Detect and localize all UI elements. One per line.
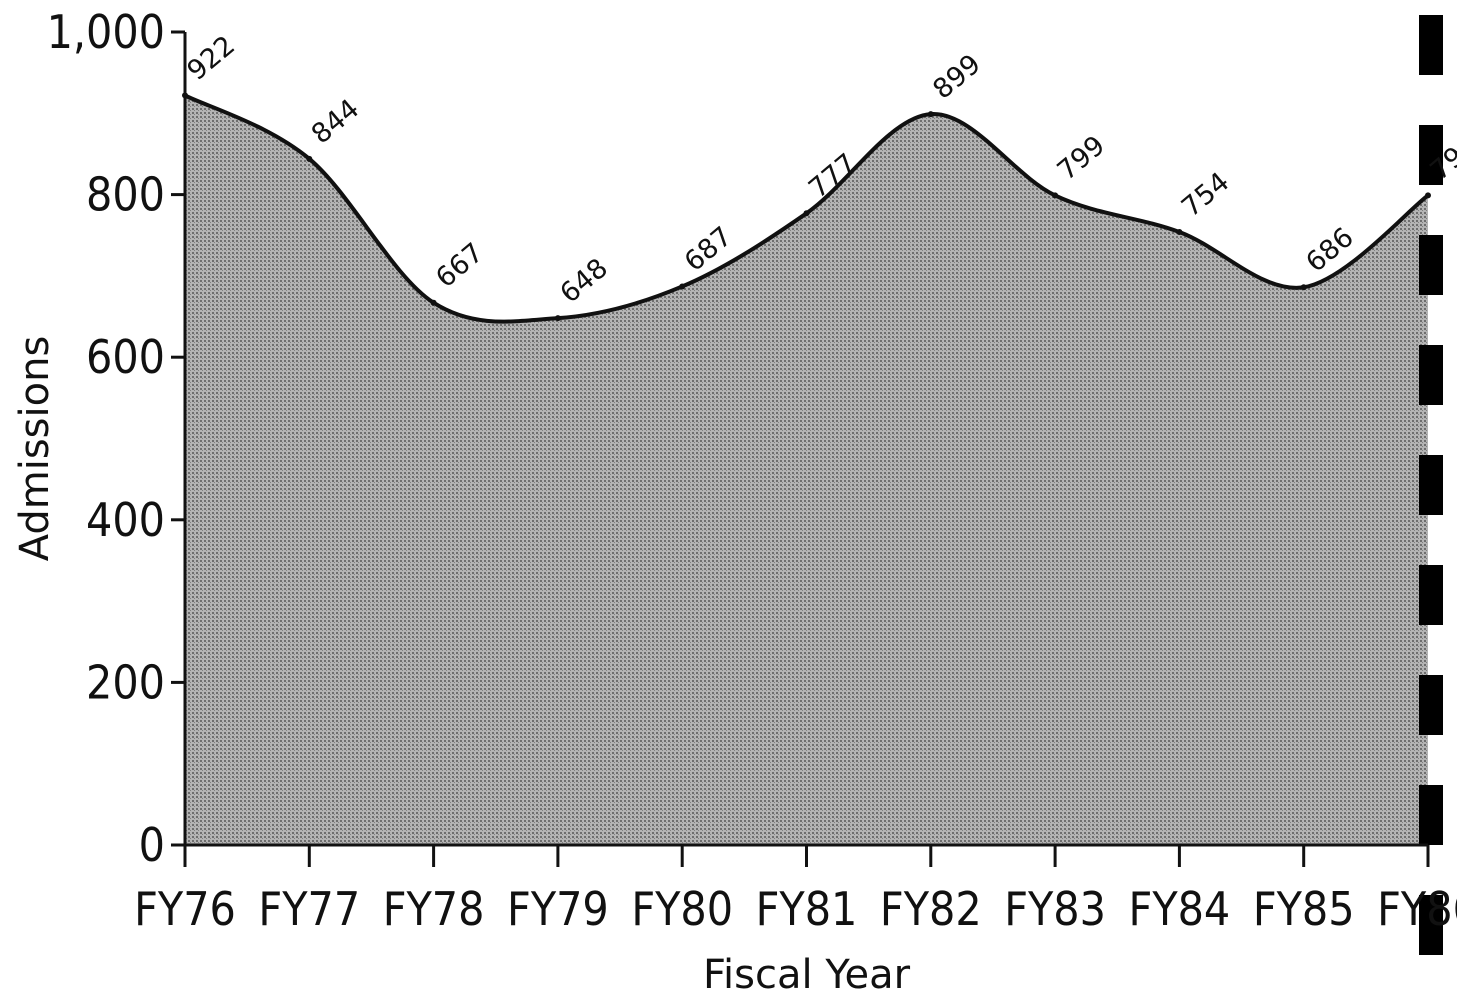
x-tick-label: FY76: [134, 882, 236, 936]
data-label: 648: [554, 253, 613, 310]
edge-mark: [1419, 15, 1443, 75]
y-tick-label: 800: [86, 168, 165, 222]
x-tick-label: FY78: [383, 882, 485, 936]
y-tick-label: 600: [86, 330, 165, 384]
edge-mark: [1419, 675, 1443, 735]
data-label: 667: [430, 237, 489, 294]
data-point-fy80: [679, 283, 686, 290]
x-tick-label: FY84: [1129, 882, 1231, 936]
data-point-fy82: [927, 111, 934, 118]
data-label: 799: [1052, 130, 1111, 187]
x-tick-label: FY85: [1253, 882, 1355, 936]
edge-mark: [1419, 345, 1443, 405]
data-point-fy83: [1052, 192, 1059, 199]
y-tick-label: 1,000: [47, 5, 165, 59]
x-tick-label: FY80: [631, 882, 733, 936]
x-axis-title: Fiscal Year: [703, 952, 911, 998]
data-point-fy81: [803, 210, 810, 217]
y-tick-label: 200: [86, 655, 165, 709]
edge-mark: [1419, 455, 1443, 515]
area-fill: [185, 95, 1428, 845]
edge-mark: [1419, 565, 1443, 625]
data-point-fy84: [1176, 228, 1183, 235]
x-tick-label: FY81: [756, 882, 858, 936]
x-tick-label: FY79: [507, 882, 609, 936]
data-label: 922: [182, 30, 241, 87]
data-point-fy78: [430, 299, 437, 306]
edge-mark: [1419, 785, 1443, 845]
y-tick-label: 0: [139, 818, 165, 872]
data-label: 844: [306, 93, 365, 150]
x-tick-label: FY86: [1377, 882, 1457, 936]
y-axis-title: Admissions: [12, 336, 58, 562]
x-tick-label: FY83: [1004, 882, 1106, 936]
data-point-fy85: [1300, 284, 1307, 291]
x-tick-label: FY82: [880, 882, 982, 936]
data-point-fy77: [306, 155, 313, 162]
data-label: 899: [927, 49, 986, 106]
data-point-fy86: [1425, 192, 1431, 199]
edge-mark: [1419, 895, 1443, 955]
data-point-fy79: [554, 315, 561, 322]
plot-area: [182, 15, 1443, 955]
axes: 0 200 400 600 800 1,000 FY76 FY77 FY78 FY79 FY80 FY…: [47, 5, 1457, 936]
x-tick-label: FY77: [258, 882, 360, 936]
edge-mark: [1419, 235, 1443, 295]
data-label: 754: [1176, 166, 1235, 223]
y-tick-label: 400: [86, 493, 165, 547]
edge-mark: [1419, 125, 1443, 185]
